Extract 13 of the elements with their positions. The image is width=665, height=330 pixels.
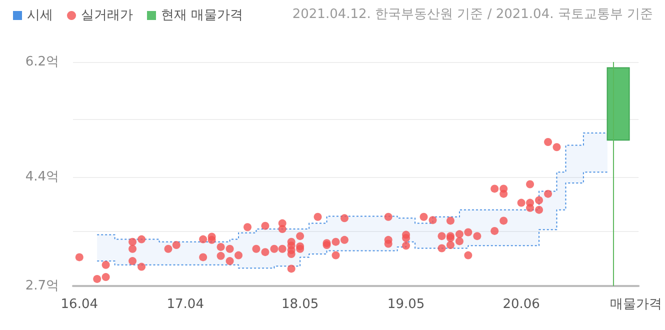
y-tick-label: 2.7억	[25, 278, 59, 294]
x-tick-label: 19.05	[387, 297, 425, 312]
x-tick-label: 16.04	[60, 297, 98, 312]
x-tick-label: 18.05	[281, 297, 319, 312]
x-tick-label: 매물가격	[610, 297, 662, 312]
legend-label: 실거래가	[81, 8, 133, 23]
y-tick-label: 4.4억	[25, 170, 59, 185]
x-tick-label: 17.04	[166, 297, 204, 312]
legend-label: 현재 매물가격	[161, 8, 244, 23]
legend-label: 시세	[27, 8, 53, 23]
text: 2021.04.12. 한국부동산원 기준 / 2021.04. 국토교통부 기준	[292, 7, 654, 22]
x-tick-label: 20.06	[502, 297, 540, 312]
y-tick-label: 6.2억	[25, 54, 59, 70]
